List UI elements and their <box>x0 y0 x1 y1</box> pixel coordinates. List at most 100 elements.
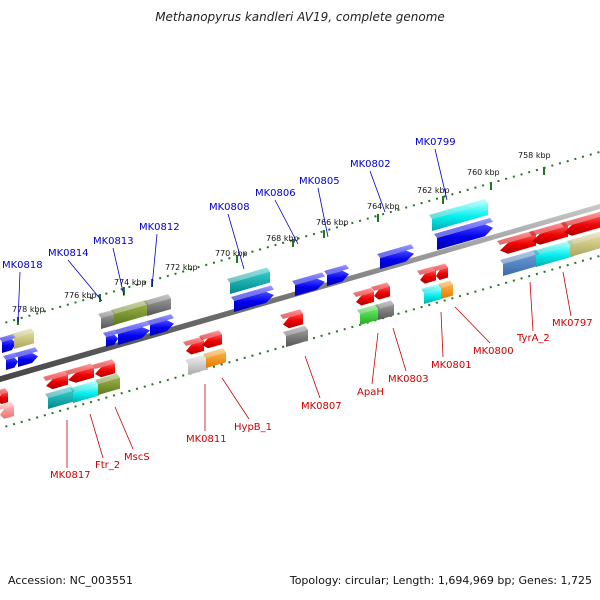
forward-gene-label: MK0813 <box>93 236 134 247</box>
gene-feature <box>183 336 204 355</box>
forward-gene-labels: MK0818MK0814MK0813MK0812MK0808MK0806MK08… <box>2 137 456 271</box>
gene-features <box>0 198 600 419</box>
leader-line <box>151 233 158 288</box>
genome-stats: Topology: circular; Length: 1,694,969 bp… <box>289 574 592 587</box>
gene-feature <box>417 266 436 284</box>
gene-feature <box>280 309 303 329</box>
tick-label: 770 kbp <box>215 249 248 258</box>
forward-gene-label: MK0802 <box>350 159 391 170</box>
forward-gene-label: MK0806 <box>255 188 296 199</box>
gene-feature <box>292 272 325 296</box>
accession-text: Accession: NC_003551 <box>8 574 134 587</box>
leader-line <box>434 148 448 201</box>
gene-feature <box>103 329 118 347</box>
leader-line <box>67 259 103 302</box>
gene-feature <box>199 330 222 349</box>
leader-line <box>392 327 407 372</box>
leader-line <box>317 187 329 238</box>
gene-feature <box>529 221 568 245</box>
tick-label: 760 kbp <box>467 168 500 177</box>
leader-line <box>17 271 21 323</box>
leader-line <box>89 413 104 459</box>
gene-feature <box>567 231 600 257</box>
tick-label: 772 kbp <box>165 263 198 272</box>
tick-marks <box>17 167 545 325</box>
leader-line <box>529 281 534 332</box>
leader-line <box>562 271 572 317</box>
reverse-gene-label: Ftr_2 <box>95 460 120 471</box>
reverse-gene-label: MK0801 <box>431 360 472 371</box>
gene-feature <box>324 264 349 286</box>
reverse-tick-row <box>0 254 600 430</box>
reverse-gene-label: MscS <box>124 452 150 463</box>
gene-feature <box>357 304 380 325</box>
reverse-gene-label: HypB_1 <box>234 422 272 433</box>
gene-feature <box>11 328 34 349</box>
gene-feature <box>70 380 99 403</box>
reverse-gene-label: MK0800 <box>473 346 514 357</box>
leader-line <box>371 332 379 385</box>
tick-label: 762 kbp <box>417 186 450 195</box>
gene-feature <box>45 386 74 409</box>
map-title: Methanopyrus kandleri AV19, complete gen… <box>155 10 445 24</box>
forward-gene-label: MK0814 <box>48 248 89 259</box>
forward-gene-label: MK0808 <box>209 202 250 213</box>
leader-line <box>112 247 125 297</box>
reverse-gene-label: TyrA_2 <box>516 333 550 344</box>
gene-feature <box>115 320 150 345</box>
gene-feature <box>497 230 536 254</box>
reverse-gene-labels: MK0817 Ftr_2 MscS MK0811 HypB_1 MK0807 ApaH MK0… <box>50 318 593 481</box>
gene-feature <box>0 401 14 419</box>
label-leaders <box>17 148 572 468</box>
gene-feature <box>283 325 308 347</box>
gene-feature <box>185 354 208 375</box>
gene-feature <box>227 267 270 294</box>
leader-line <box>114 406 134 450</box>
reverse-gene-label: MK0807 <box>301 401 342 412</box>
gene-feature <box>377 244 414 269</box>
gene-feature <box>433 263 448 280</box>
leader-line <box>304 355 321 399</box>
tick-label: 768 kbp <box>266 234 299 243</box>
forward-tick-row <box>0 150 600 326</box>
forward-gene-label: MK0805 <box>299 176 340 187</box>
leader-line <box>274 199 299 245</box>
gene-feature <box>111 300 148 325</box>
gene-feature <box>65 363 94 383</box>
gene-feature <box>231 285 274 312</box>
gene-feature <box>3 352 18 370</box>
leader-line <box>440 311 444 358</box>
gene-feature <box>92 359 115 378</box>
gene-feature <box>533 240 574 267</box>
leader-line <box>227 213 245 270</box>
reverse-gene-label: MK0803 <box>388 374 429 385</box>
gene-feature <box>500 249 539 276</box>
gene-feature <box>144 294 171 316</box>
gene-feature <box>147 314 174 336</box>
leader-line <box>369 170 386 213</box>
reverse-gene-label: ApaH <box>357 387 384 398</box>
leader-line <box>454 306 491 344</box>
gene-feature <box>429 198 488 231</box>
forward-gene-label: MK0812 <box>139 222 180 233</box>
reverse-gene-label: MK0817 <box>50 470 91 481</box>
gene-feature <box>95 373 120 395</box>
tick-label: 766 kbp <box>316 218 349 227</box>
gene-feature <box>203 348 226 368</box>
leader-line <box>221 377 250 420</box>
gene-feature <box>438 280 453 299</box>
gene-feature <box>98 309 115 329</box>
gene-feature <box>353 287 374 306</box>
gene-feature <box>434 217 493 250</box>
gene-feature <box>371 282 390 300</box>
reverse-gene-label: MK0811 <box>186 434 227 445</box>
tick-label: 776 kbp <box>64 291 97 300</box>
forward-gene-label: MK0799 <box>415 137 456 148</box>
gene-feature <box>0 388 8 405</box>
tick-label: 778 kbp <box>12 305 45 314</box>
gene-feature <box>15 347 38 367</box>
tick-label: 758 kbp <box>518 151 551 160</box>
gene-feature <box>0 333 16 353</box>
gene-feature <box>43 370 68 390</box>
